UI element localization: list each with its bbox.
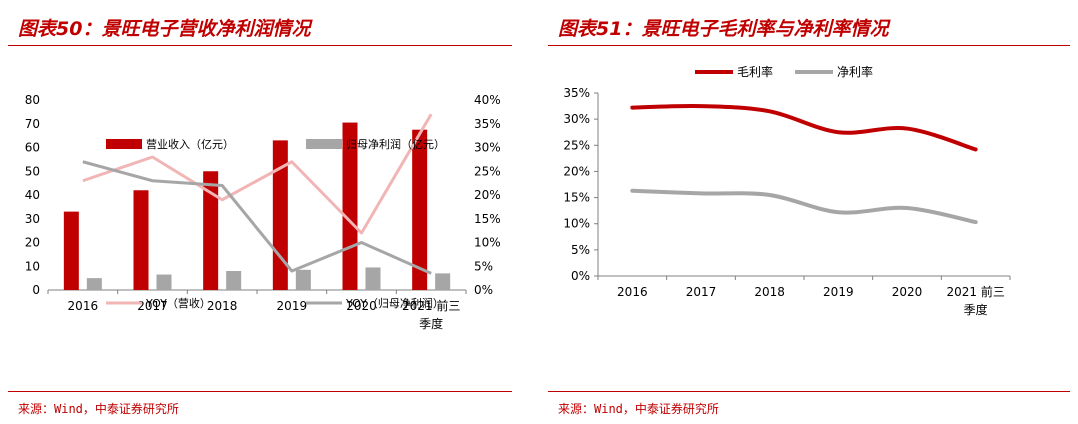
legend-swatch bbox=[106, 139, 142, 149]
left-y-tick-label: 50 bbox=[25, 164, 40, 178]
figure-51-title: 图表51：景旺电子毛利率与净利率情况 bbox=[558, 18, 889, 40]
right-y-tick-label: 25% bbox=[474, 164, 501, 178]
x-tick-label: 2017 bbox=[137, 299, 168, 313]
x-tick-label: 季度 bbox=[964, 302, 988, 317]
net-profit-bar bbox=[435, 273, 451, 290]
left-y-tick-label: 30 bbox=[25, 212, 40, 226]
yoy-net-profit-line bbox=[82, 160, 432, 275]
y-tick-label: 20% bbox=[563, 164, 590, 178]
legend-label: 归母净利润（亿元） bbox=[346, 137, 445, 151]
left-y-tick-label: 80 bbox=[25, 93, 40, 107]
figure-50-panel: 图表50：景旺电子营收净利润情况 0 10 20 30 40 50 60 70 80 0% 5% 10… bbox=[0, 0, 520, 424]
figure-50-title: 图表50：景旺电子营收净利润情况 bbox=[18, 18, 311, 40]
figure-51-source: 来源：Wind，中泰证券研究所 bbox=[558, 402, 719, 416]
legend-swatch bbox=[306, 139, 342, 149]
legend-label: 净利率 bbox=[837, 64, 873, 79]
revenue-bar bbox=[412, 129, 428, 290]
x-tick-label: 2017 bbox=[686, 285, 717, 299]
y-tick-label: 35% bbox=[563, 86, 590, 100]
figure-50-source: 来源：Wind，中泰证券研究所 bbox=[18, 402, 179, 416]
figure-51-panel: 图表51：景旺电子毛利率与净利率情况 0% 5% 10% 15% 20% 25% 30% 35… bbox=[540, 0, 1078, 424]
left-y-tick-label: 40 bbox=[25, 188, 40, 202]
net-profit-bar bbox=[365, 267, 381, 290]
y-tick-label: 30% bbox=[563, 112, 590, 126]
figure-50-bottom-rule bbox=[8, 391, 512, 392]
right-y-tick-label: 20% bbox=[474, 188, 501, 202]
right-y-tick-label: 40% bbox=[474, 93, 501, 107]
y-tick-label: 0% bbox=[571, 269, 590, 283]
x-tick-label: 2019 bbox=[823, 285, 854, 299]
legend-label: YOY（归母净利润） bbox=[345, 296, 444, 310]
legend-label: 营业收入（亿元） bbox=[146, 137, 234, 151]
legend-label: 毛利率 bbox=[737, 64, 773, 79]
figure-51-title-rule bbox=[548, 45, 1070, 46]
x-tick-label: 2021 前三 bbox=[946, 284, 1004, 299]
x-tick-label: 2020 bbox=[892, 285, 923, 299]
left-y-tick-label: 0 bbox=[32, 283, 40, 297]
net-profit-bar bbox=[226, 271, 242, 290]
x-tick-label: 2021 前三 bbox=[402, 298, 460, 313]
y-tick-label: 15% bbox=[563, 191, 590, 205]
right-y-tick-label: 35% bbox=[474, 117, 501, 131]
right-y-tick-label: 30% bbox=[474, 141, 501, 155]
x-tick-label: 2018 bbox=[754, 285, 785, 299]
net-margin-line bbox=[630, 188, 978, 225]
right-y-tick-label: 5% bbox=[474, 259, 493, 273]
y-tick-label: 5% bbox=[571, 243, 590, 257]
x-tick-label: 2016 bbox=[68, 299, 99, 313]
right-y-tick-label: 0% bbox=[474, 283, 493, 297]
gross-margin-line bbox=[630, 103, 978, 152]
figure-51-bottom-rule bbox=[548, 391, 1070, 392]
right-y-tick-label: 15% bbox=[474, 212, 501, 226]
right-y-tick-label: 10% bbox=[474, 236, 501, 250]
y-tick-label: 10% bbox=[563, 217, 590, 231]
left-y-tick-label: 10 bbox=[25, 259, 40, 273]
y-tick-label: 25% bbox=[563, 138, 590, 152]
x-tick-label: 2020 bbox=[346, 299, 377, 313]
revenue-bar bbox=[63, 211, 79, 290]
left-y-tick-label: 20 bbox=[25, 236, 40, 250]
revenue-bar bbox=[272, 140, 288, 290]
x-tick-label: 2018 bbox=[207, 299, 238, 313]
net-profit-bar bbox=[295, 269, 311, 290]
left-y-tick-label: 70 bbox=[25, 117, 40, 131]
yoy-revenue-line bbox=[82, 113, 433, 235]
margin-chart: 0% 5% 10% 15% 20% 25% 30% 35% 2016 2017 2018 2019 20… bbox=[563, 64, 1011, 317]
figure-50-title-rule bbox=[8, 45, 512, 46]
net-profit-bar bbox=[156, 274, 172, 290]
x-tick-label: 2016 bbox=[617, 285, 648, 299]
left-y-tick-label: 60 bbox=[25, 141, 40, 155]
x-tick-label: 季度 bbox=[419, 316, 443, 331]
legend-label: YOY（营收） bbox=[145, 296, 211, 310]
net-profit-bar bbox=[86, 278, 102, 290]
revenue-bar bbox=[133, 190, 149, 290]
x-tick-label: 2019 bbox=[277, 299, 308, 313]
revenue-profit-chart: 0 10 20 30 40 50 60 70 80 0% 5% 10% 15% 20% 25% 30% 35% 4… bbox=[25, 93, 501, 331]
revenue-bar bbox=[203, 171, 219, 290]
